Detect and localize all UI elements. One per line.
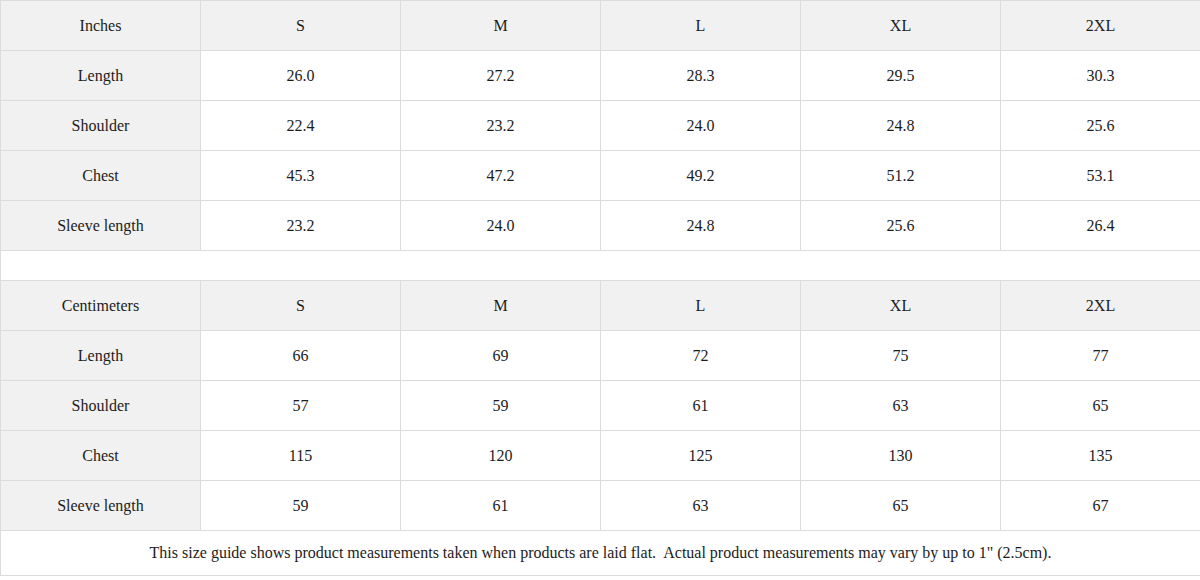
measurement-label-cell: Length (1, 51, 201, 101)
measurement-value-cell: 135 (1001, 431, 1200, 481)
measurement-label-cell: Shoulder (1, 381, 201, 431)
measurement-label-cell: Sleeve length (1, 481, 201, 531)
size-guide-note: This size guide shows product measuremen… (1, 531, 1200, 576)
measurement-value-cell: 23.2 (201, 201, 401, 251)
measurement-value-cell: 24.8 (601, 201, 801, 251)
measurement-label-cell: Shoulder (1, 101, 201, 151)
centimeters-header-row: CentimetersSMLXL2XL (1, 281, 1200, 331)
measurement-value-cell: 53.1 (1001, 151, 1200, 201)
inches-section: InchesSMLXL2XLLength26.027.228.329.530.3… (1, 1, 1200, 251)
measurement-value-cell: 57 (201, 381, 401, 431)
measurement-value-cell: 65 (801, 481, 1001, 531)
measurement-value-cell: 61 (601, 381, 801, 431)
measurement-value-cell: 75 (801, 331, 1001, 381)
measurement-value-cell: 24.0 (601, 101, 801, 151)
note-section: This size guide shows product measuremen… (1, 531, 1200, 576)
measurement-row: Length6669727577 (1, 331, 1200, 381)
measurement-value-cell: 130 (801, 431, 1001, 481)
size-header-cell-2xl: 2XL (1001, 281, 1200, 331)
measurement-value-cell: 65 (1001, 381, 1200, 431)
measurement-value-cell: 25.6 (1001, 101, 1200, 151)
size-guide-table: InchesSMLXL2XLLength26.027.228.329.530.3… (0, 0, 1200, 576)
inches-header-row: InchesSMLXL2XL (1, 1, 1200, 51)
measurement-value-cell: 29.5 (801, 51, 1001, 101)
measurement-value-cell: 115 (201, 431, 401, 481)
measurement-value-cell: 49.2 (601, 151, 801, 201)
size-header-cell-2xl: 2XL (1001, 1, 1200, 51)
measurement-row: Sleeve length5961636567 (1, 481, 1200, 531)
size-header-cell-l: L (601, 1, 801, 51)
measurement-row: Length26.027.228.329.530.3 (1, 51, 1200, 101)
spacer-row (1, 251, 1200, 281)
measurement-value-cell: 28.3 (601, 51, 801, 101)
size-header-cell-m: M (401, 1, 601, 51)
section-spacer (1, 251, 1200, 281)
measurement-value-cell: 22.4 (201, 101, 401, 151)
size-header-cell-s: S (201, 281, 401, 331)
unit-header-cell-centimeters: Centimeters (1, 281, 201, 331)
measurement-value-cell: 59 (401, 381, 601, 431)
measurement-value-cell: 45.3 (201, 151, 401, 201)
measurement-label-cell: Sleeve length (1, 201, 201, 251)
measurement-value-cell: 77 (1001, 331, 1200, 381)
measurement-row: Chest115120125130135 (1, 431, 1200, 481)
measurement-row: Shoulder22.423.224.024.825.6 (1, 101, 1200, 151)
measurement-value-cell: 47.2 (401, 151, 601, 201)
measurement-value-cell: 72 (601, 331, 801, 381)
measurement-value-cell: 67 (1001, 481, 1200, 531)
size-header-cell-m: M (401, 281, 601, 331)
measurement-value-cell: 63 (801, 381, 1001, 431)
measurement-value-cell: 51.2 (801, 151, 1001, 201)
spacer-cell (1, 251, 1200, 281)
size-header-cell-s: S (201, 1, 401, 51)
size-header-cell-xl: XL (801, 281, 1001, 331)
measurement-value-cell: 59 (201, 481, 401, 531)
measurement-label-cell: Length (1, 331, 201, 381)
measurement-value-cell: 125 (601, 431, 801, 481)
measurement-row: Shoulder5759616365 (1, 381, 1200, 431)
measurement-row: Sleeve length23.224.024.825.626.4 (1, 201, 1200, 251)
unit-header-cell-inches: Inches (1, 1, 201, 51)
measurement-value-cell: 25.6 (801, 201, 1001, 251)
measurement-value-cell: 30.3 (1001, 51, 1200, 101)
measurement-value-cell: 24.0 (401, 201, 601, 251)
measurement-value-cell: 26.4 (1001, 201, 1200, 251)
measurement-value-cell: 23.2 (401, 101, 601, 151)
measurement-value-cell: 24.8 (801, 101, 1001, 151)
measurement-label-cell: Chest (1, 151, 201, 201)
measurement-value-cell: 66 (201, 331, 401, 381)
measurement-value-cell: 26.0 (201, 51, 401, 101)
measurement-row: Chest45.347.249.251.253.1 (1, 151, 1200, 201)
centimeters-section: CentimetersSMLXL2XLLength6669727577Shoul… (1, 281, 1200, 531)
measurement-value-cell: 120 (401, 431, 601, 481)
measurement-value-cell: 69 (401, 331, 601, 381)
measurement-value-cell: 27.2 (401, 51, 601, 101)
measurement-value-cell: 63 (601, 481, 801, 531)
note-row: This size guide shows product measuremen… (1, 531, 1200, 576)
size-header-cell-l: L (601, 281, 801, 331)
measurement-label-cell: Chest (1, 431, 201, 481)
size-header-cell-xl: XL (801, 1, 1001, 51)
measurement-value-cell: 61 (401, 481, 601, 531)
